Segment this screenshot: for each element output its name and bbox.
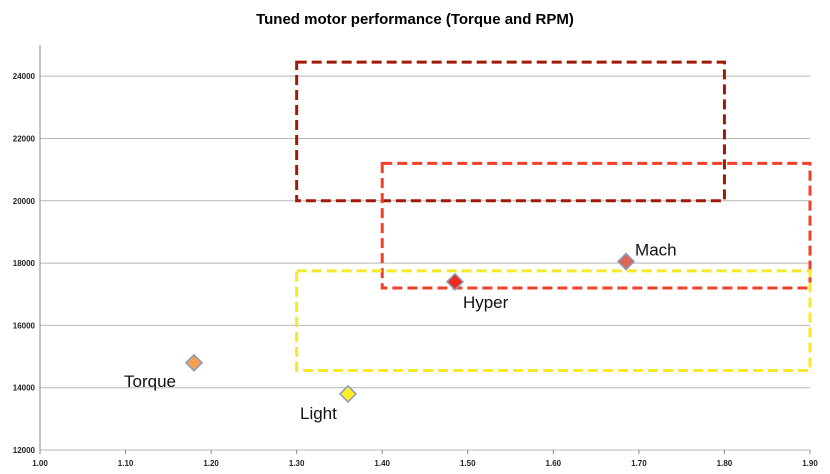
- x-tick-label: 1.70: [631, 459, 647, 468]
- y-tick-label: 20000: [13, 197, 36, 206]
- point-label: Torque: [124, 372, 176, 391]
- x-tick-label: 1.00: [32, 459, 48, 468]
- y-tick-label: 14000: [13, 384, 36, 393]
- y-tick-label: 22000: [13, 134, 36, 143]
- x-tick-label: 1.90: [802, 459, 818, 468]
- data-point: [616, 252, 636, 271]
- point-label: Light: [300, 404, 337, 423]
- region-box: [295, 269, 812, 373]
- chart-title: Tuned motor performance (Torque and RPM): [256, 11, 574, 28]
- point-label: Hyper: [463, 293, 509, 312]
- region-box: [380, 161, 812, 290]
- y-tick-label: 24000: [13, 72, 36, 81]
- y-tick-label: 16000: [13, 321, 36, 330]
- x-tick-label: 1.60: [546, 459, 562, 468]
- x-tick-label: 1.30: [289, 459, 305, 468]
- x-tick-label: 1.20: [203, 459, 219, 468]
- data-point: [338, 384, 358, 403]
- data-point: [445, 272, 465, 291]
- point-label: Mach: [635, 241, 677, 260]
- region-box: [295, 60, 726, 203]
- x-tick-label: 1.10: [118, 459, 134, 468]
- y-tick-label: 12000: [13, 446, 36, 455]
- data-point: [184, 353, 204, 372]
- y-tick-label: 18000: [13, 259, 36, 268]
- x-tick-label: 1.50: [460, 459, 476, 468]
- x-tick-label: 1.80: [717, 459, 733, 468]
- x-tick-label: 1.40: [374, 459, 390, 468]
